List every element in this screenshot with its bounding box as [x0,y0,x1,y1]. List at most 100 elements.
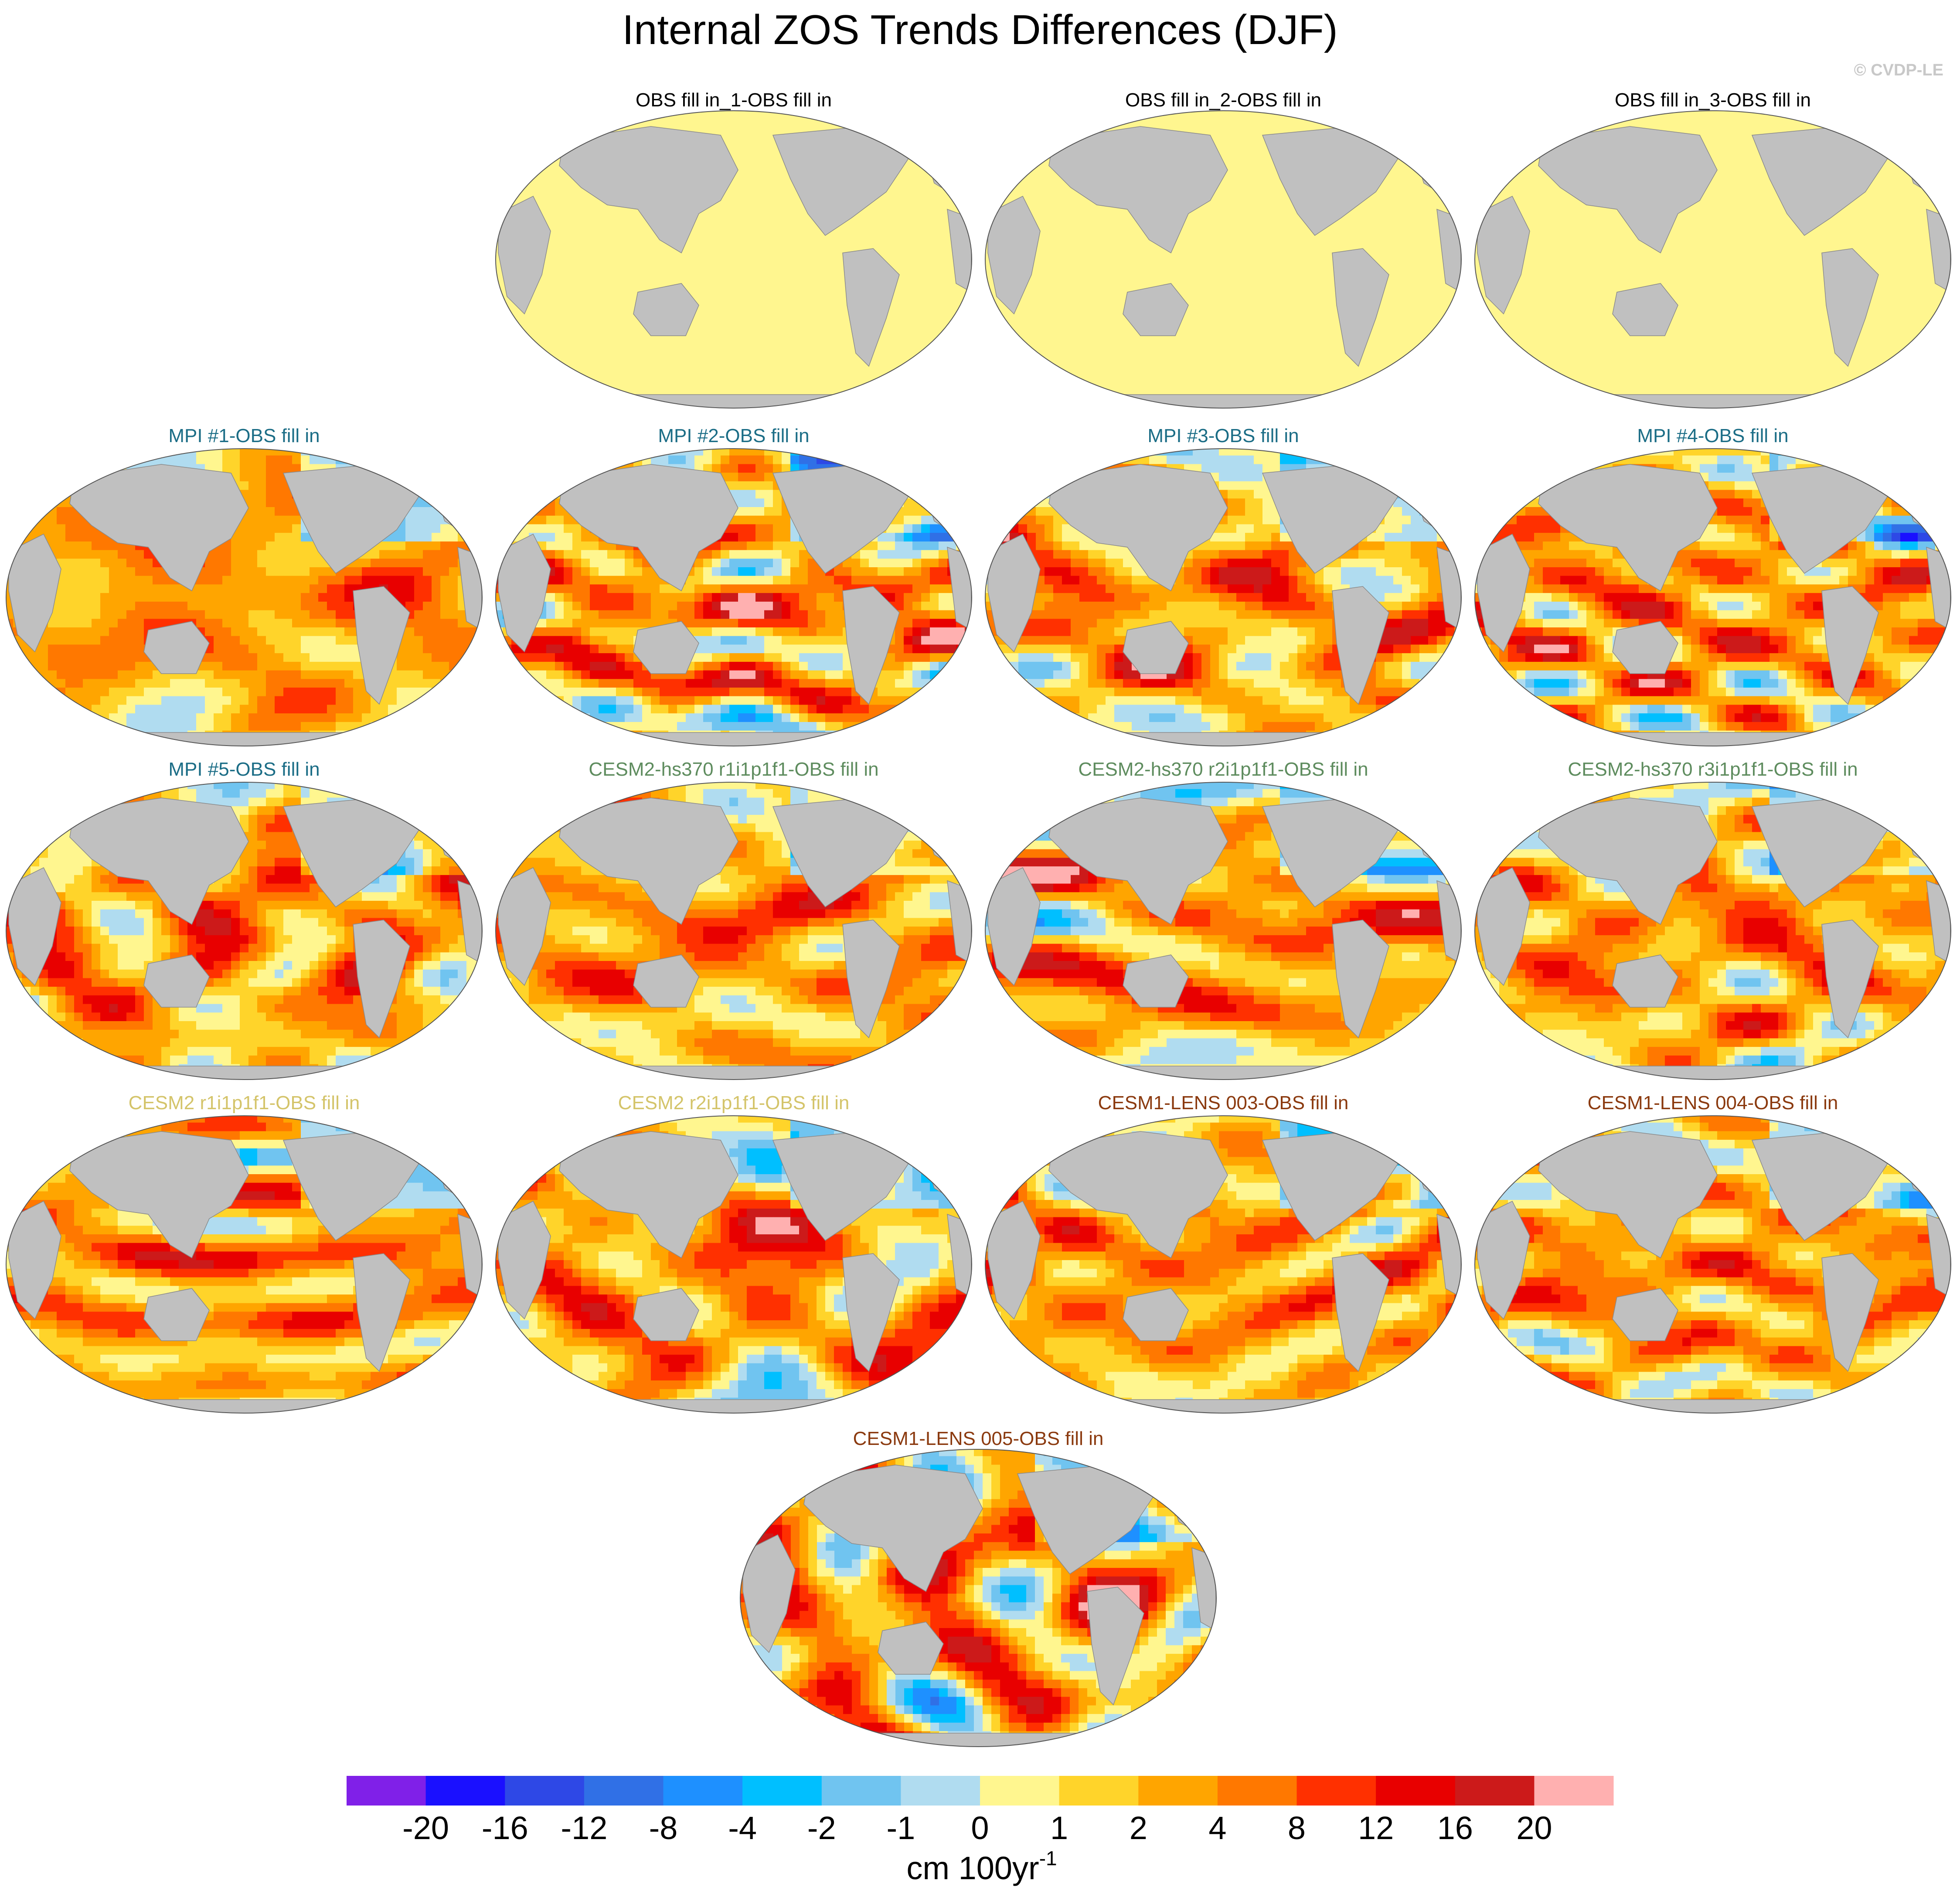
colorbar-tick-label: 1 [1050,1810,1068,1846]
land-mass [1123,621,1189,674]
land-mass [1821,1253,1879,1372]
panel-title: MPI #2-OBS fill in [490,425,978,447]
land-mass [1603,1066,1823,1080]
panel-title: MPI #1-OBS fill in [0,425,488,447]
land-mass [1332,248,1389,367]
land-mass [1603,394,1823,408]
land-mass [559,797,738,925]
land-mass [69,797,249,925]
land-mass [1538,1131,1718,1259]
figure-title: Internal ZOS Trends Differences (DJF) [0,6,1960,54]
land-mass [1113,1066,1333,1080]
land-mass [987,195,1041,315]
map-outline [6,782,483,1080]
land-mass [143,1288,210,1341]
colorbar-box [347,1776,426,1806]
colorbar-tick-label: 20 [1516,1810,1552,1846]
land-mass [1821,248,1879,367]
colorbar-tick-label: 12 [1358,1810,1394,1846]
land-mass [624,1399,844,1413]
map-outline [1474,110,1951,409]
map-panel [985,448,1462,746]
land-mass [1477,533,1530,653]
land-mass [8,533,61,653]
map-panel [6,448,483,746]
map-panel [740,1449,1217,1747]
land-mass [868,1733,1088,1747]
land-mass [987,533,1041,653]
colorbar-box [980,1776,1060,1806]
land-mass [143,621,210,674]
map-outline [985,110,1462,409]
land-mass [498,533,551,653]
colorbar-tick-label: -20 [402,1810,449,1846]
map-outline [495,782,972,1080]
land-mass [559,1131,738,1259]
colorbar-tick-label: -16 [482,1810,528,1846]
land-mass [633,954,699,1008]
land-mass [1048,126,1228,254]
colorbar-box [505,1776,585,1806]
panel-title: MPI #4-OBS fill in [1469,425,1957,447]
land-mass [842,920,900,1039]
colorbar-tick-label: -4 [728,1810,757,1846]
land-mass [8,1200,61,1320]
colorbar-box [584,1776,664,1806]
panel-title: MPI #5-OBS fill in [0,759,488,780]
land-mass [498,1200,551,1320]
land-mass [1821,586,1879,705]
land-mass [498,195,551,315]
land-mass [1332,1253,1389,1372]
land-mass [1821,920,1879,1039]
map-panel [495,448,972,746]
map-outline [985,782,1462,1080]
land-mass [134,1399,354,1413]
land-mass [1538,126,1718,254]
map-panel [1474,1115,1951,1414]
colorbar-box [1059,1776,1139,1806]
land-mass [842,1253,900,1372]
map-outline [495,1115,972,1414]
land-mass [1048,797,1228,925]
colorbar-tick-labels: -20 -16 -12 -8 -4 -2 -1 0 1 2 4 8 12 16 20 [402,1810,1552,1846]
land-mass [498,867,551,986]
land-mass [842,586,900,705]
map-outline [495,448,972,746]
land-mass [1612,621,1678,674]
map-panel [495,110,972,409]
map-panel [6,1115,483,1414]
colorbar-tick-label: -12 [561,1810,607,1846]
land-mass [633,1288,699,1341]
map-outline [1474,782,1951,1080]
panel-title: CESM2-hs370 r3i1p1f1-OBS fill in [1469,759,1957,780]
colorbar-box [901,1776,980,1806]
map-panel [985,782,1462,1080]
land-mass [1048,1131,1228,1259]
map-outline [985,448,1462,746]
colorbar-tick-label: -8 [649,1810,678,1846]
colorbar-boxes [347,1776,1614,1806]
land-mass [1538,464,1718,592]
colorbar-units-base: cm 100yr [906,1850,1039,1886]
land-mass [1123,954,1189,1008]
land-mass [1538,797,1718,925]
land-mass [1332,586,1389,705]
land-mass [1123,1288,1189,1341]
land-mass [1087,1587,1144,1706]
map-outline [6,1115,483,1414]
colorbar-tick-label: -2 [807,1810,836,1846]
colorbar-tick-label: 2 [1130,1810,1147,1846]
colorbar-box [1138,1776,1218,1806]
map-panel [1474,448,1951,746]
map-panel [6,782,483,1080]
colorbar: -20 -16 -12 -8 -4 -2 -1 0 1 2 4 8 12 16 20 cm 100yr-1 [347,1776,1614,1886]
land-mass [1612,283,1678,336]
colorbar-box [742,1776,822,1806]
colorbar-box [425,1776,505,1806]
land-mass [1113,394,1333,408]
map-panel [985,1115,1462,1414]
land-mass [1603,732,1823,746]
land-mass [69,464,249,592]
panel-title: OBS fill in_1-OBS fill in [490,89,978,111]
land-mass [1477,1200,1530,1320]
